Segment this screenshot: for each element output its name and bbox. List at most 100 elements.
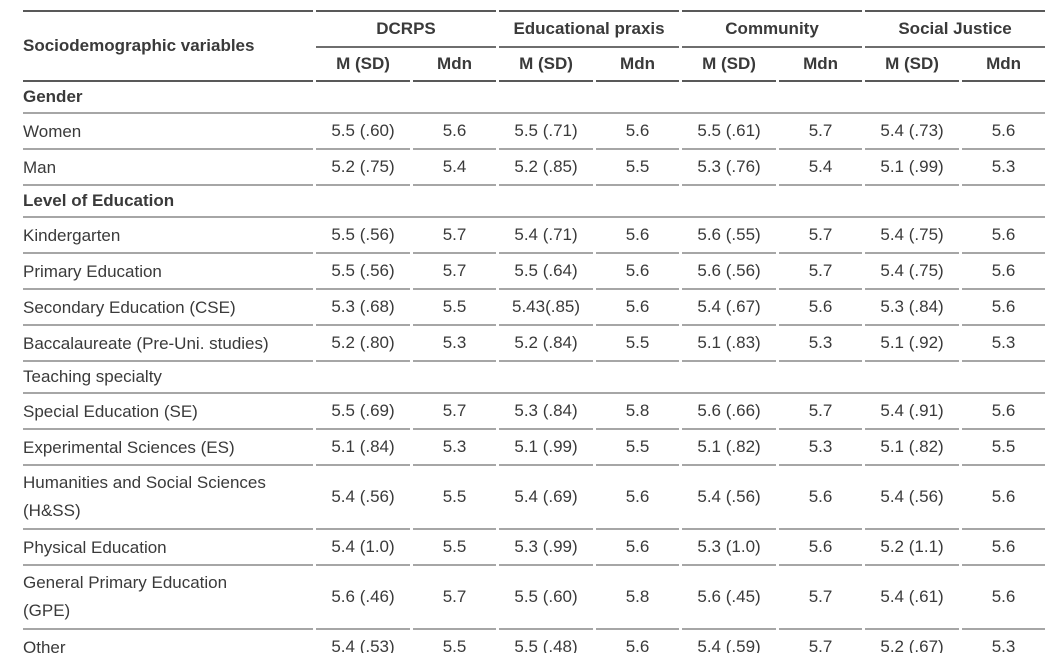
cell-value: 5.3 [962, 630, 1045, 653]
cell-value: 5.8 [596, 566, 680, 630]
cell-value: 5.2 (.85) [499, 150, 594, 186]
cell-value: 5.4 (.71) [499, 218, 594, 254]
cell-value: 5.2 (.75) [316, 150, 410, 186]
group-header-social-justice: Social Justice [865, 10, 1046, 48]
cell-value: 5.6 [596, 218, 680, 254]
cell-value: 5.4 (.61) [865, 566, 960, 630]
table-row: Kindergarten 5.5 (.56) 5.7 5.4 (.71) 5.6 5.6 … [23, 218, 1046, 254]
cell-value: 5.4 (.73) [865, 114, 960, 150]
cell-value: 5.3 (.68) [316, 290, 410, 326]
table-row: Special Education (SE) 5.5 (.69) 5.7 5.3 (.… [23, 394, 1046, 430]
cell-value: 5.5 [413, 466, 497, 530]
cell-value: 5.7 [779, 218, 863, 254]
section-label: Gender [23, 82, 1046, 114]
cell-value: 5.6 [779, 530, 863, 566]
row-label: Experimental Sciences (ES) [23, 430, 313, 466]
cell-value: 5.7 [779, 630, 862, 653]
table-row: Other 5.4 (.53) 5.5 5.5 (.48) 5.6 5.4 (.59) 5.… [23, 630, 1045, 653]
cell-value: 5.4 (.91) [865, 394, 960, 430]
cell-value: 5.3 [413, 430, 497, 466]
cell-value: 5.6 [962, 218, 1046, 254]
cell-value: 5.6 [962, 530, 1046, 566]
row-label: Special Education (SE) [23, 394, 313, 430]
cell-value: 5.7 [413, 254, 497, 290]
cell-value: 5.4 [413, 150, 497, 186]
cell-value: 5.7 [413, 566, 497, 630]
group-header-educational-praxis: Educational praxis [499, 10, 680, 48]
table-row: Physical Education 5.4 (1.0) 5.5 5.3 (.99) 5… [23, 530, 1046, 566]
row-label: Women [23, 114, 313, 150]
cell-value: 5.5 (.69) [316, 394, 410, 430]
cell-value: 5.5 [596, 430, 680, 466]
subheader-m-sd: M (SD) [682, 48, 777, 82]
cell-value: 5.2 (.84) [499, 326, 594, 362]
section-row: Level of Education [23, 186, 1046, 218]
cell-value: 5.5 (.56) [316, 218, 410, 254]
cell-value: 5.5 [962, 430, 1046, 466]
cell-value: 5.6 [596, 114, 680, 150]
subheader-mdn: Mdn [962, 48, 1046, 82]
cell-value: 5.3 (1.0) [682, 530, 777, 566]
row-label: Baccalaureate (Pre-Uni. studies) [23, 326, 313, 362]
cell-value: 5.2 (.80) [316, 326, 410, 362]
cell-value: 5.6 [413, 114, 497, 150]
cell-value: 5.5 (.61) [682, 114, 777, 150]
subheader-mdn: Mdn [413, 48, 497, 82]
cell-value: 5.6 [962, 394, 1046, 430]
cell-value: 5.6 [962, 566, 1046, 630]
table-body: Gender Women 5.5 (.60) 5.6 5.5 (.71) 5.6 5.5 (… [23, 82, 1046, 653]
table-row: General Primary Education (GPE) 5.6 (.46)… [23, 566, 1046, 630]
cell-value: 5.6 [779, 290, 863, 326]
cell-value: 5.6 [962, 466, 1046, 530]
cell-value: 5.7 [779, 394, 863, 430]
cell-value: 5.6 (.46) [316, 566, 410, 630]
cell-value: 5.2 (.67) [865, 630, 959, 653]
row-label: Primary Education [23, 254, 313, 290]
cell-value: 5.4 (.53) [316, 630, 410, 653]
sociodemographic-stats-table: Sociodemographic variables DCRPS Educati… [20, 10, 1048, 653]
cell-value: 5.1 (.82) [865, 430, 960, 466]
subheader-mdn: Mdn [596, 48, 680, 82]
cell-value: 5.6 (.55) [682, 218, 777, 254]
table-row: Primary Education 5.5 (.56) 5.7 5.5 (.64) 5.… [23, 254, 1046, 290]
cell-value: 5.3 [779, 326, 863, 362]
cell-value: 5.5 (.48) [499, 630, 593, 653]
group-header-row: Sociodemographic variables DCRPS Educati… [23, 10, 1046, 82]
row-label: Physical Education [23, 530, 313, 566]
cell-value: 5.6 [596, 254, 680, 290]
table-header: Sociodemographic variables DCRPS Educati… [23, 10, 1046, 82]
cell-value: 5.6 [596, 466, 680, 530]
cell-value: 5.4 (.69) [499, 466, 594, 530]
row-label: Humanities and Social Sciences (H&SS) [23, 466, 313, 530]
row-label: Secondary Education (CSE) [23, 290, 313, 326]
cell-value: 5.4 (.56) [316, 466, 410, 530]
cell-value: 5.6 [596, 290, 680, 326]
group-header-community: Community [682, 10, 863, 48]
subheader-mdn: Mdn [779, 48, 863, 82]
cell-value: 5.6 [779, 466, 863, 530]
cell-value: 5.5 [413, 530, 497, 566]
cell-value: 5.6 (.66) [682, 394, 777, 430]
cell-value: 5.6 [962, 114, 1046, 150]
corner-header: Sociodemographic variables [23, 10, 313, 82]
table-row: Women 5.5 (.60) 5.6 5.5 (.71) 5.6 5.5 (.61) 5.… [23, 114, 1046, 150]
section-label: Teaching specialty [23, 362, 1046, 394]
cell-value: 5.4 (.75) [865, 218, 960, 254]
cell-value: 5.1 (.84) [316, 430, 410, 466]
cell-value: 5.4 (.75) [865, 254, 960, 290]
row-label: Man [23, 150, 313, 186]
cell-value: 5.6 (.56) [682, 254, 777, 290]
cell-value: 5.6 [962, 254, 1046, 290]
cell-value: 5.3 [779, 430, 863, 466]
table-row: Humanities and Social Sciences (H&SS) 5.4… [23, 466, 1046, 530]
cell-value: 5.7 [779, 566, 863, 630]
cell-value: 5.1 (.99) [865, 150, 960, 186]
cell-value: 5.5 (.71) [499, 114, 594, 150]
cell-value: 5.1 (.92) [865, 326, 960, 362]
table-row: Man 5.2 (.75) 5.4 5.2 (.85) 5.5 5.3 (.76) 5.4 5… [23, 150, 1046, 186]
cell-value: 5.3 [962, 326, 1046, 362]
cell-value: 5.4 (.56) [865, 466, 960, 530]
cell-value: 5.8 [596, 394, 680, 430]
cell-value: 5.4 [779, 150, 863, 186]
cell-value: 5.4 (1.0) [316, 530, 410, 566]
